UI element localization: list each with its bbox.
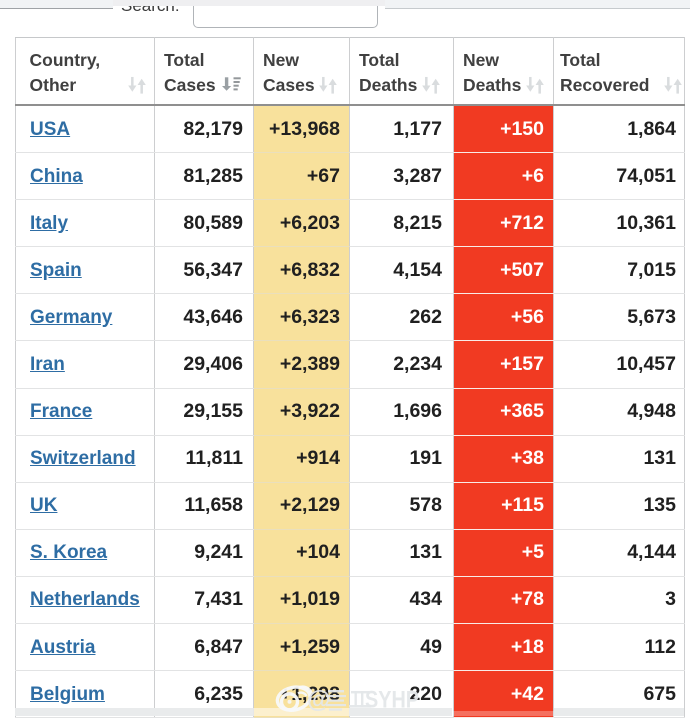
svg-text:SYHP: SYHP	[365, 687, 419, 714]
svg-text:@: @	[307, 687, 330, 714]
